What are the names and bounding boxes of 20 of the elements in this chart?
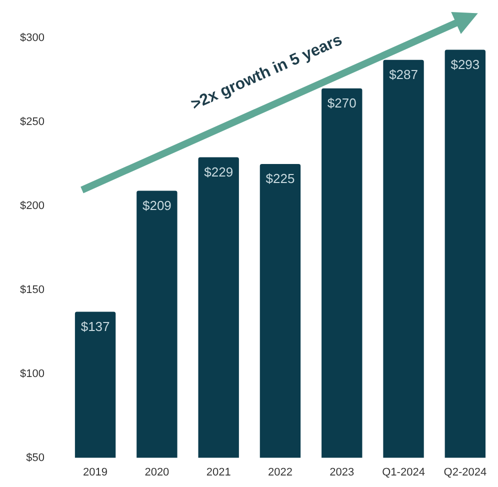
y-tick-label: $100 [20,368,44,380]
x-tick-label: 2021 [206,466,231,478]
x-tick-label: 2019 [83,466,108,478]
y-tick-label: $250 [20,116,44,128]
data-label: $287 [389,66,418,82]
data-label: $209 [142,198,172,213]
x-tick-label: 2022 [268,466,292,478]
y-tick-label: $150 [20,284,44,296]
x-tick-label: 2023 [330,466,354,478]
data-label: $293 [450,56,480,72]
y-tick-label: $50 [26,452,44,464]
y-tick-label: $200 [20,200,44,212]
x-tick-label: 2020 [144,466,170,478]
data-label: $270 [327,95,356,110]
x-tick-label: Q1-2024 [382,466,425,478]
y-tick-label: $300 [20,32,44,44]
data-label: $229 [204,164,234,180]
data-label: $225 [266,171,295,186]
x-tick-label: Q2-2024 [444,466,487,478]
data-label: $137 [80,318,110,334]
